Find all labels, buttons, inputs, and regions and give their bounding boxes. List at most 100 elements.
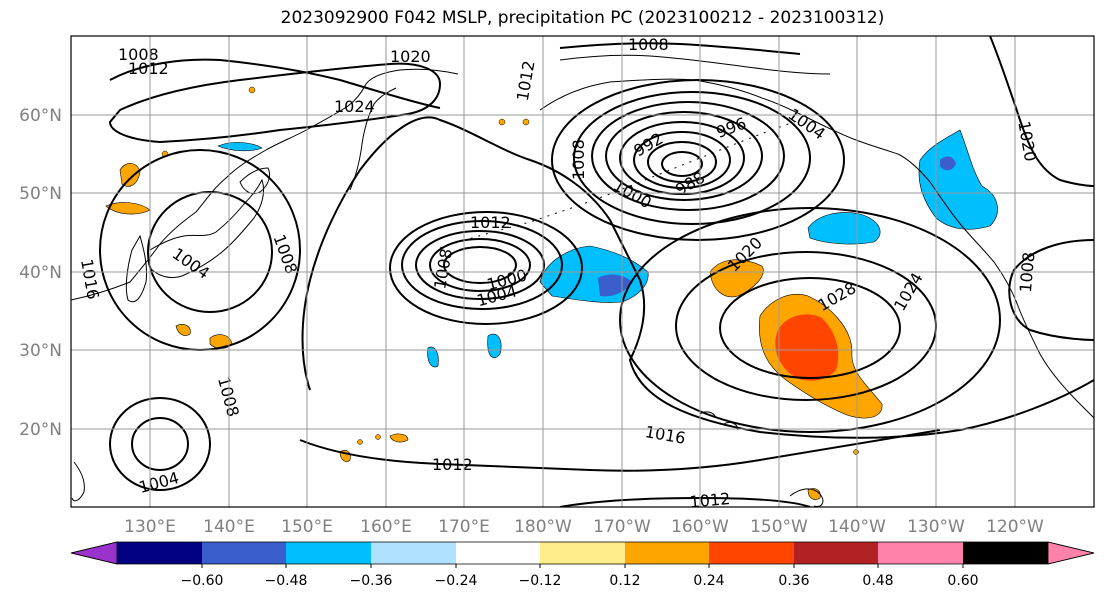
- isobar-1008-northeast: [559, 42, 801, 55]
- precip-negative-core: [598, 274, 632, 297]
- colorbar-swatch: [371, 542, 456, 564]
- isobar-label: 1012: [470, 213, 511, 232]
- colorbar-extend-high: [1047, 541, 1095, 565]
- isobar-low-south: [131, 417, 189, 471]
- precip-shading: [105, 86, 998, 500]
- lon-label: 120°W: [986, 517, 1044, 537]
- isobar-1020-north: [108, 62, 442, 144]
- precip-positive-dot: [522, 118, 530, 126]
- coastline-mexico: [789, 488, 824, 507]
- latitude-labels: 60°N 50°N 40°N 30°N 20°N: [19, 106, 62, 440]
- colorbar-extend-low: [70, 541, 118, 565]
- colorbar-tick-label: 0.36: [778, 573, 809, 589]
- colorbar-tick-label: −0.12: [519, 573, 562, 589]
- colorbar-swatch: [878, 542, 963, 564]
- isobar-label: 1008: [569, 139, 588, 180]
- isobar-low-alaska: [551, 79, 845, 241]
- isobar-low-central: [401, 220, 563, 310]
- isobar-low-alaska: [647, 141, 717, 183]
- colorbar-tick-label: 0.24: [693, 573, 724, 589]
- isobar-label: 1020: [390, 47, 431, 66]
- lon-label: 170°W: [593, 517, 651, 537]
- colorbar-swatch: [286, 542, 371, 564]
- isobar-low-alaska: [619, 121, 745, 195]
- colorbar-swatch: [709, 542, 794, 564]
- isobar-low-alaska: [591, 101, 785, 211]
- isobar-1012-northwest: [109, 58, 441, 109]
- lon-label: 170°E: [438, 517, 490, 537]
- colorbar-tick-label: −0.24: [435, 573, 478, 589]
- precip-positive-region: [389, 433, 409, 443]
- colorbar-swatch: [540, 542, 625, 564]
- lat-label: 50°N: [19, 184, 62, 204]
- coastline-asia: [71, 68, 459, 301]
- precip-negative-region: [487, 333, 502, 358]
- isobar-low-alaska: [661, 151, 703, 177]
- lon-label: 140°E: [203, 517, 255, 537]
- lat-label: 20°N: [19, 420, 62, 440]
- isobar-low-alaska: [573, 91, 811, 225]
- isobar-low-alaska: [633, 131, 731, 189]
- lon-label: 180°W: [514, 517, 572, 537]
- isobar-label: 1012: [128, 59, 169, 78]
- coastline-hokkaido: [239, 167, 271, 195]
- lat-label: 60°N: [19, 106, 62, 126]
- lon-label: 150°W: [750, 517, 808, 537]
- precip-positive-dot: [357, 439, 363, 445]
- colorbar-tick-label: −0.36: [350, 573, 393, 589]
- isobar-label: 1012: [432, 455, 473, 474]
- isobar-low-japan: [147, 191, 273, 313]
- colorbar-swatch: [625, 542, 709, 564]
- isobar-1008-east: [1008, 239, 1094, 341]
- coastline-alaska: [539, 78, 899, 155]
- isobar-low-central: [389, 211, 583, 325]
- precip-positive-region: [175, 324, 191, 336]
- map-title: 2023092900 F042 MSLP, precipitation PC (…: [280, 8, 885, 28]
- isobar-label: 1024: [334, 97, 375, 116]
- precip-positive-dot: [498, 118, 506, 126]
- isobar-label: 1008: [628, 35, 669, 54]
- lon-label: 160°E: [360, 517, 412, 537]
- colorbar-swatch: [456, 542, 540, 564]
- colorbar-tick-label: 0.60: [947, 573, 978, 589]
- lon-label: 150°E: [281, 517, 333, 537]
- precip-positive-region: [119, 163, 141, 187]
- colorbar-swatch: [202, 542, 286, 564]
- lat-label: 40°N: [19, 263, 62, 283]
- precip-negative-region: [427, 346, 439, 368]
- isobar-low-central: [443, 246, 517, 284]
- isobar-low-south: [109, 397, 211, 491]
- colorbar-swatch: [117, 542, 202, 564]
- lon-label: 130°E: [124, 517, 176, 537]
- coastline-aleutians: [439, 119, 801, 249]
- colorbar-tick-label: −0.60: [181, 573, 224, 589]
- isobar-low-central: [429, 238, 531, 292]
- lon-label: 130°W: [907, 517, 965, 537]
- colorbar-swatch: [963, 542, 1048, 564]
- precip-positive-dot: [248, 86, 256, 94]
- isobar-1020-northeast: [989, 36, 1094, 187]
- isobar-low-central: [415, 230, 545, 300]
- isobar-low-alaska: [605, 111, 763, 201]
- isobars: [99, 36, 1094, 507]
- isobar-high-pacific: [719, 277, 901, 379]
- precip-negative-core: [940, 156, 956, 171]
- isobar-high-pacific: [619, 207, 1001, 433]
- precip-positive-dot: [853, 449, 859, 455]
- coastline-alaska-north: [559, 54, 831, 75]
- isobar-1016-basin: [301, 116, 1094, 439]
- gridlines: [71, 36, 1094, 507]
- isobar-1012-basin: [299, 429, 941, 472]
- longitude-labels: 130°E 140°E 150°E 160°E 170°E 180°W 170°…: [124, 517, 1044, 537]
- precip-positive-dot: [375, 434, 381, 440]
- colorbar-swatch: [794, 542, 878, 564]
- lon-label: 140°W: [828, 517, 886, 537]
- map-frame: [70, 35, 1095, 508]
- precip-negative-region: [807, 212, 881, 245]
- colorbar-tick-label: 0.48: [862, 573, 893, 589]
- isobar-label: 1012: [689, 489, 731, 511]
- precip-negative-region: [918, 129, 998, 230]
- coastline-korea: [125, 234, 147, 303]
- colorbar-tick-label: 0.12: [609, 573, 640, 589]
